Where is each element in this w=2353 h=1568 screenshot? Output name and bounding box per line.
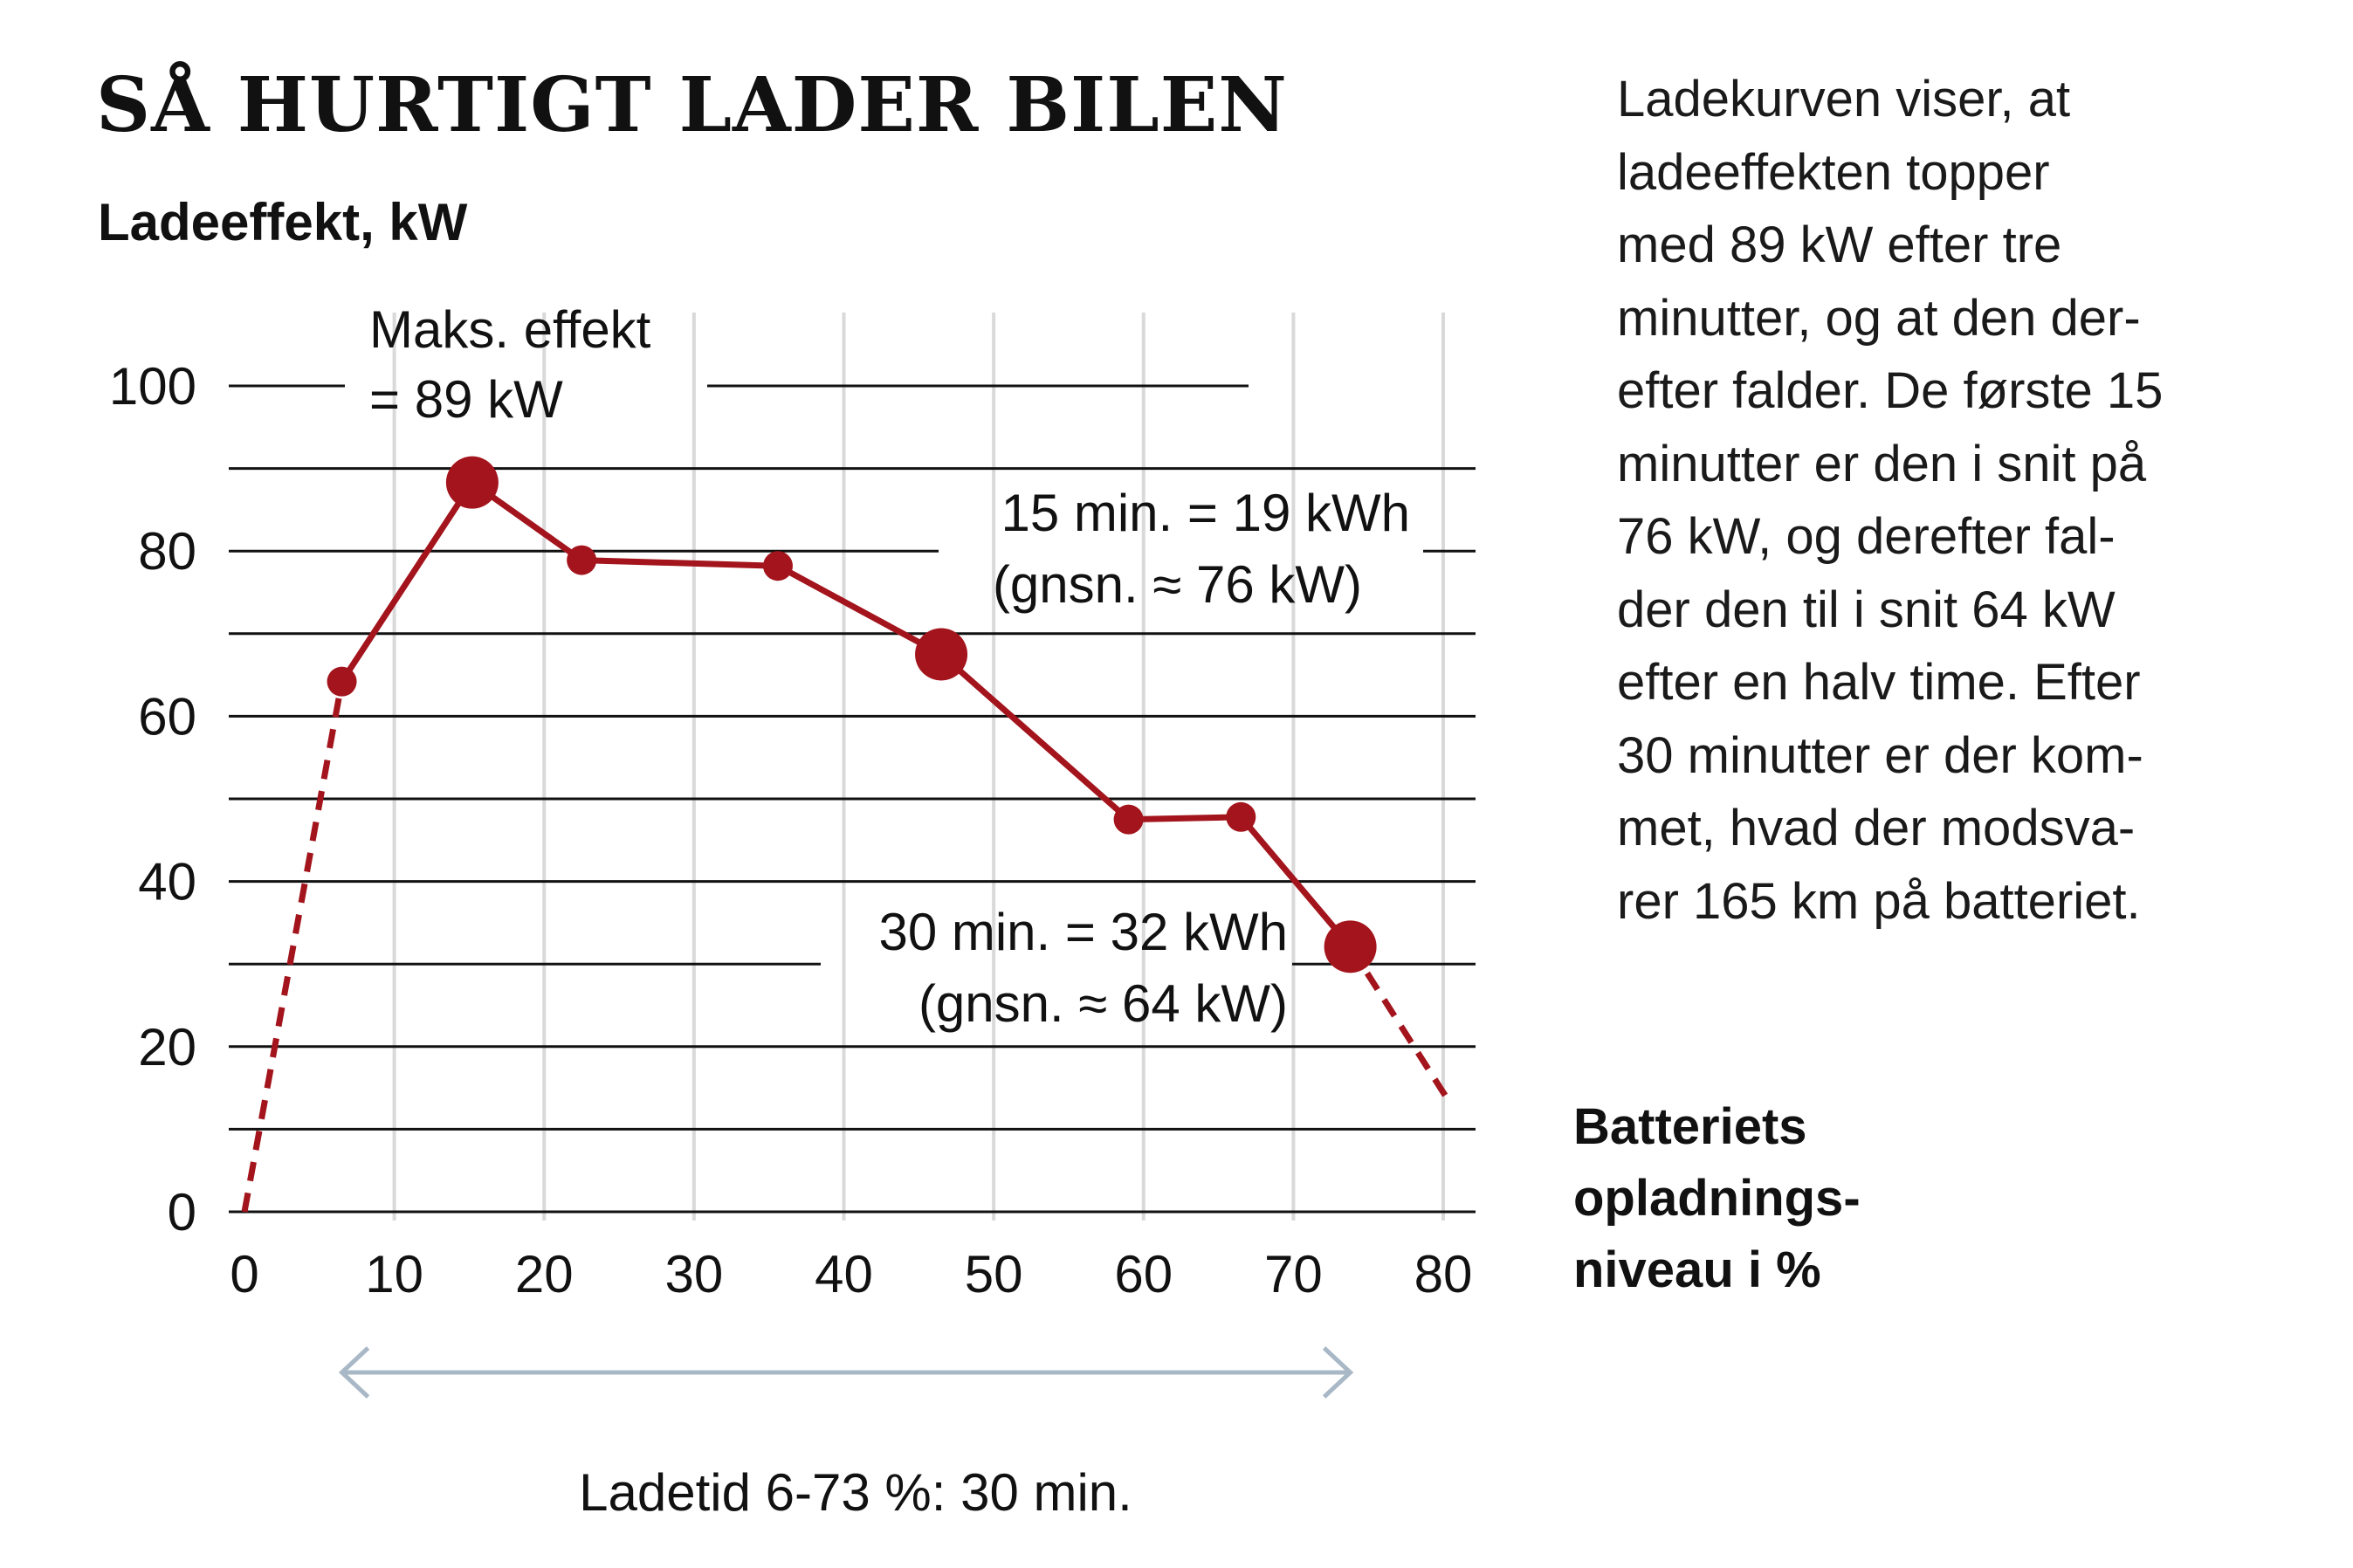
y-tick-label: 40 [138,853,196,911]
y-tick-labels: 0 20 40 60 80 100 [109,357,196,1241]
description-line: efter en halv time. Efter [1617,654,2141,711]
description-line: der den til i snit 64 kW [1617,581,2116,638]
chart-title: SÅ HURTIGT LADER BILEN [96,61,1288,149]
extrapolation-lines [241,681,1451,1213]
annotation-15min-line2: (gnsn. ≈ 76 kW) [993,555,1362,614]
data-point [327,666,357,697]
horizontal-gridlines [229,384,1476,1214]
data-point [567,545,597,575]
annotation-max-line1: Maks. effekt [369,300,651,359]
data-point [1226,801,1256,832]
x-axis-label-line1: Batteriets [1573,1098,1807,1155]
x-axis-label-line3: niveau i % [1573,1241,1821,1298]
y-tick-label: 0 [168,1183,196,1241]
description-line: ladeeffekten topper [1617,143,2050,201]
annotations: Maks. effekt = 89 kW 15 min. = 19 kWh (g… [369,300,1410,1033]
data-point-large [915,628,968,681]
description-line: minutter er den i snit på [1617,435,2147,492]
x-axis-label-line2: opladnings- [1573,1170,1861,1227]
extrapolation-line [1347,945,1451,1102]
description-line: 30 minutter er der kom- [1617,726,2143,784]
y-tick-label: 20 [138,1018,196,1076]
annotation-15min-line1: 15 min. = 19 kWh [1001,484,1410,542]
annotation-max-line2: = 89 kW [369,370,563,429]
x-tick-label: 10 [365,1245,423,1303]
description-text: Ladekurven viser, at ladeeffekten topper… [1617,63,2315,938]
y-tick-label: 80 [138,522,196,581]
vertical-gridlines [392,313,1445,1221]
x-axis-label: Batteriets opladnings- niveau i % [1573,1091,2010,1306]
description-line: met, hvad der modsva- [1617,800,2136,856]
data-point [762,551,793,581]
range-arrow [338,1346,1354,1399]
description-line: efter falder. De første 15 [1617,362,2164,419]
x-tick-labels: 0 10 20 30 40 50 60 70 80 [230,1245,1472,1303]
range-arrow-head-left [338,1346,370,1399]
x-tick-label: 70 [1264,1245,1323,1303]
x-tick-label: 60 [1114,1245,1173,1303]
y-axis-label: Ladeeffekt, kW [98,193,468,251]
description-line: Ladekurven viser, at [1617,71,2071,127]
description-line: rer 165 km på batteriet. [1617,872,2141,930]
charging-time-label: Ladetid 6-73 %: 30 min. [579,1463,1132,1522]
x-tick-label: 20 [515,1245,574,1303]
x-tick-label: 50 [965,1245,1023,1303]
y-tick-label: 100 [109,357,196,416]
annotation-30min-line2: (gnsn. ≈ 64 kW) [918,974,1288,1033]
extrapolation-line [241,681,345,1213]
x-tick-label: 0 [230,1245,258,1303]
description-line: med 89 kW efter tre [1617,217,2062,273]
description-line: minutter, og at den der- [1617,289,2141,347]
annotation-30min-line1: 30 min. = 32 kWh [878,903,1288,961]
x-tick-label: 40 [815,1245,873,1303]
description-line: 76 kW, og derefter fal- [1617,508,2116,565]
data-point-large [1324,920,1377,973]
y-tick-label: 60 [138,687,196,746]
x-tick-label: 80 [1414,1245,1473,1303]
data-point [1113,804,1144,835]
data-points [327,456,1377,973]
range-arrow-head-right [1322,1346,1354,1399]
data-point-large [445,456,499,509]
x-tick-label: 30 [665,1245,724,1303]
